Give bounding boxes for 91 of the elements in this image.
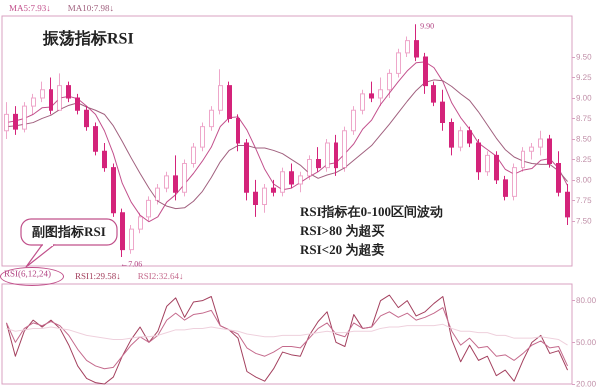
candlestick (13, 106, 18, 136)
candlestick (396, 48, 401, 78)
candlestick (253, 179, 258, 218)
candlestick (218, 68, 223, 115)
candlestick (200, 122, 205, 152)
candlestick (271, 179, 276, 197)
candlestick (75, 93, 80, 115)
candlestick (129, 224, 134, 254)
candlestick (57, 72, 62, 111)
candlestick (66, 81, 71, 103)
annotation: ←7.06 (120, 259, 142, 268)
candlestick (40, 81, 45, 103)
candlestick (316, 146, 321, 172)
line-series (6, 294, 568, 384)
y-tick-label: 8.75 (576, 114, 592, 123)
line-series (6, 324, 568, 346)
candlestick (494, 150, 499, 185)
y-tick-label: 9.00 (576, 93, 592, 102)
candlestick (440, 89, 445, 132)
candlestick (120, 208, 125, 258)
candlestick (351, 106, 356, 136)
candlestick (431, 81, 436, 107)
candlestick (209, 106, 214, 132)
y-tick-label: 50.00 (576, 338, 597, 347)
candlestick (538, 130, 543, 156)
y-tick-label: 8.25 (576, 154, 592, 164)
line-series (6, 307, 568, 370)
annotation: RSI<20 为超卖 (300, 242, 384, 257)
annotation: RSI指标在0-100区间波动 (300, 204, 444, 219)
candlestick (325, 138, 330, 172)
y-tick-label: 8.00 (576, 175, 592, 184)
candlestick (529, 142, 534, 160)
y-tick-label: 7.50 (576, 216, 592, 226)
candlestick (423, 52, 428, 94)
candlestick (111, 163, 116, 218)
candlestick (289, 163, 294, 189)
candlestick (485, 150, 490, 176)
candlestick (164, 171, 169, 193)
annotation: 9.90 (420, 22, 434, 31)
text: RSI2:32.64↓ (138, 271, 184, 281)
annotation: RSI>80 为超买 (300, 223, 384, 238)
candlestick (93, 122, 98, 156)
candlestick (512, 163, 517, 201)
candlestick (369, 81, 374, 103)
y-tick-label: 9.50 (576, 52, 592, 62)
text: MA10:7.98↓ (68, 3, 114, 13)
candlestick (360, 89, 365, 115)
annotation: 副图指标RSI (31, 223, 107, 241)
candlestick (244, 138, 249, 201)
candlestick (4, 102, 9, 140)
candlestick (503, 175, 508, 201)
candlestick (458, 126, 463, 152)
candlestick (378, 76, 383, 107)
candlestick (280, 167, 285, 197)
y-tick-label: 7.75 (576, 196, 592, 205)
text: 振荡指标RSI (42, 30, 134, 48)
candlestick (298, 171, 303, 193)
candlestick (84, 106, 89, 132)
candlestick (342, 126, 347, 172)
text: MA5:7.93↓ (9, 3, 51, 13)
y-tick-label: 80.00 (576, 296, 597, 306)
candlestick (334, 134, 338, 176)
candlestick (467, 126, 472, 148)
candlestick (521, 146, 525, 172)
candlestick (405, 36, 410, 58)
legend-title: RSI(6,12,24) (4, 268, 51, 278)
candlestick (155, 184, 160, 206)
candlestick (146, 196, 151, 222)
y-tick-label: 9.25 (576, 72, 592, 82)
y-tick-label: 8.50 (576, 134, 592, 144)
y-tick-label: 20.00 (576, 380, 597, 388)
candlestick (31, 93, 36, 115)
candlestick (307, 154, 312, 180)
candlestick (476, 138, 481, 180)
candlestick (191, 142, 196, 168)
candlestick (22, 102, 27, 133)
candlestick (102, 142, 107, 172)
candlestick (49, 76, 53, 115)
candlestick (547, 134, 552, 168)
text: RSI1:29.58↓ (75, 271, 121, 281)
candlestick (138, 212, 143, 234)
candlestick (236, 114, 240, 152)
candlestick (227, 81, 232, 124)
candlestick (173, 154, 178, 201)
candlestick (262, 184, 267, 214)
candlestick (182, 158, 187, 197)
candlestick (414, 24, 419, 62)
candlestick (556, 150, 561, 197)
candlestick (565, 184, 570, 226)
candlestick (449, 118, 454, 156)
candlestick (387, 68, 392, 98)
